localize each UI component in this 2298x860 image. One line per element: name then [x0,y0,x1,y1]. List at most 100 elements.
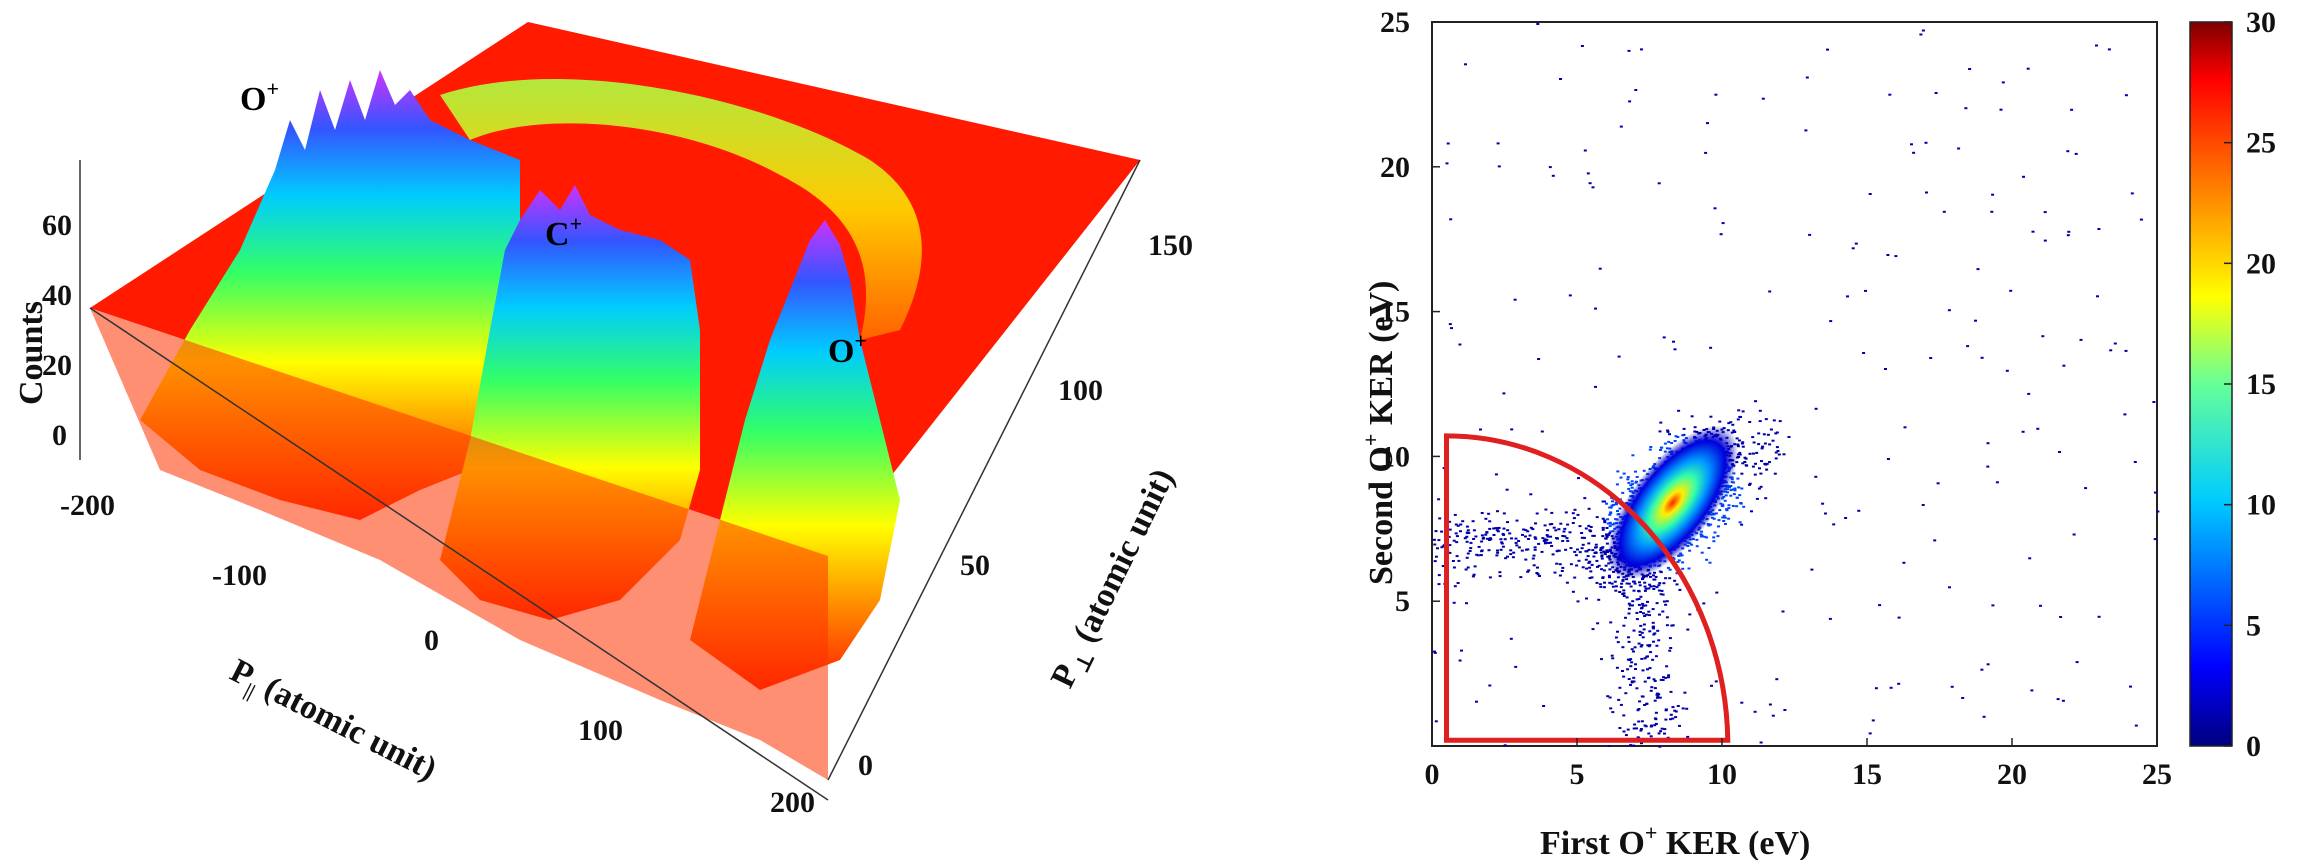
heatmap-point [2079,338,2083,341]
heatmap-point [1560,570,1564,572]
heatmap-point [1674,710,1678,713]
heatmap-point [1626,658,1630,661]
heatmap-point [1661,679,1665,681]
heatmap-point [1729,494,1733,497]
heatmap-point [1632,676,1636,679]
heatmap-point [1668,433,1671,436]
heatmap-point [1669,647,1673,649]
heatmap-point [1546,535,1550,538]
heatmap-point [1552,526,1556,529]
heatmap-point [1658,613,1661,616]
heatmap-point [1661,610,1665,613]
x-tick-neg100: -100 [212,559,267,592]
heatmap-point [1751,465,1755,468]
heatmap-point [1682,427,1686,430]
heatmap-point [1653,632,1657,635]
heatmap-point [1496,142,1500,145]
heatmap-point [1737,409,1741,412]
heatmap-point [1673,440,1677,442]
heatmap-point [1618,507,1622,510]
heatmap-point [1699,533,1703,536]
heatmap-point [1740,472,1744,475]
heatmap-point [1447,535,1451,538]
heatmap-point [1614,636,1618,639]
heatmap-point [1733,431,1737,433]
heatmap-point [1457,559,1461,562]
heatmap-point [1487,549,1491,552]
heatmap-frame [1431,21,2158,747]
heatmap-point [1583,536,1586,539]
heatmap-point [1733,487,1737,490]
heatmap-point [1509,553,1513,556]
heatmap-point [1732,493,1736,496]
heatmap-point [1655,693,1659,696]
heatmap-point [1456,582,1460,584]
heatmap-point [1751,452,1755,455]
heatmap-point [1534,537,1538,540]
heatmap-point [1757,443,1761,446]
heatmap-point [2031,230,2035,233]
heatmap-point [1722,520,1726,522]
heatmap-point [1654,575,1658,578]
heatmap-point [1982,715,1986,718]
heatmap-point [1505,488,1509,491]
heatmap-point [1608,525,1612,528]
heatmap-point [1533,546,1537,549]
heatmap-point [1686,628,1690,631]
heatmap-point [1526,570,1530,573]
heatmap-point [2129,685,2132,688]
heatmap-point [1463,537,1467,540]
heatmap-point [1573,508,1577,511]
heatmap-point [1496,510,1499,513]
heatmap-point [1522,528,1526,531]
heatmap-point [1634,470,1637,473]
heatmap-point [1503,538,1507,541]
heatmap-point [1633,723,1637,726]
heatmap-point [1652,578,1656,581]
heatmap-point [1605,533,1608,536]
heatmap-point [1713,531,1717,534]
heatmap-point [1687,567,1691,570]
heatmap-point [1601,577,1605,579]
heatmap-point [1637,708,1641,710]
heatmap-point [2113,342,2117,345]
heatmap-point [1966,345,1970,348]
heatmap-point [1753,710,1757,713]
heatmap-point [1589,526,1593,528]
surface-plot: 0 20 40 60 Counts -200 -100 0 100 200 P|… [13,22,1193,819]
heatmap-point [1635,611,1639,614]
heatmap-point [1754,462,1757,465]
heatmap-point [1648,630,1652,633]
heatmap-point [1588,182,1592,185]
heatmap-point [1635,687,1639,690]
heatmap-point [1601,500,1605,503]
heatmap-point [1629,484,1633,487]
heatmap-point [1616,630,1619,633]
heatmap-point [1695,545,1699,548]
y-tick-0: 0 [858,749,873,782]
heatmap-point [1434,555,1438,558]
heatmap-point [2061,699,2065,702]
heatmap-point [1680,554,1684,557]
heatmap-point [1632,629,1636,632]
heatmap-point [1712,536,1716,539]
heatmap-point [1758,409,1762,412]
heatmap-point [1433,538,1436,541]
heatmap-point [1738,521,1742,524]
heatmap-point [1632,744,1636,747]
heatmap-point [1544,508,1548,511]
heatmap-point [1700,534,1704,537]
heatmap-point [2041,335,2045,338]
heatmap-point [1844,517,1848,519]
heatmap-point [1506,529,1510,532]
heatmap-point [1669,718,1672,721]
heatmap-point [1708,561,1712,564]
heatmap-point [1736,445,1740,448]
colorbar-tick-label: 15 [2246,368,2276,401]
heatmap-point [1584,527,1588,530]
heatmap-point [1771,714,1775,717]
heatmap-point [1622,675,1626,678]
z-tick-60: 60 [42,209,72,242]
heatmap-point [1519,576,1523,579]
heatmap-point [1868,732,1872,735]
